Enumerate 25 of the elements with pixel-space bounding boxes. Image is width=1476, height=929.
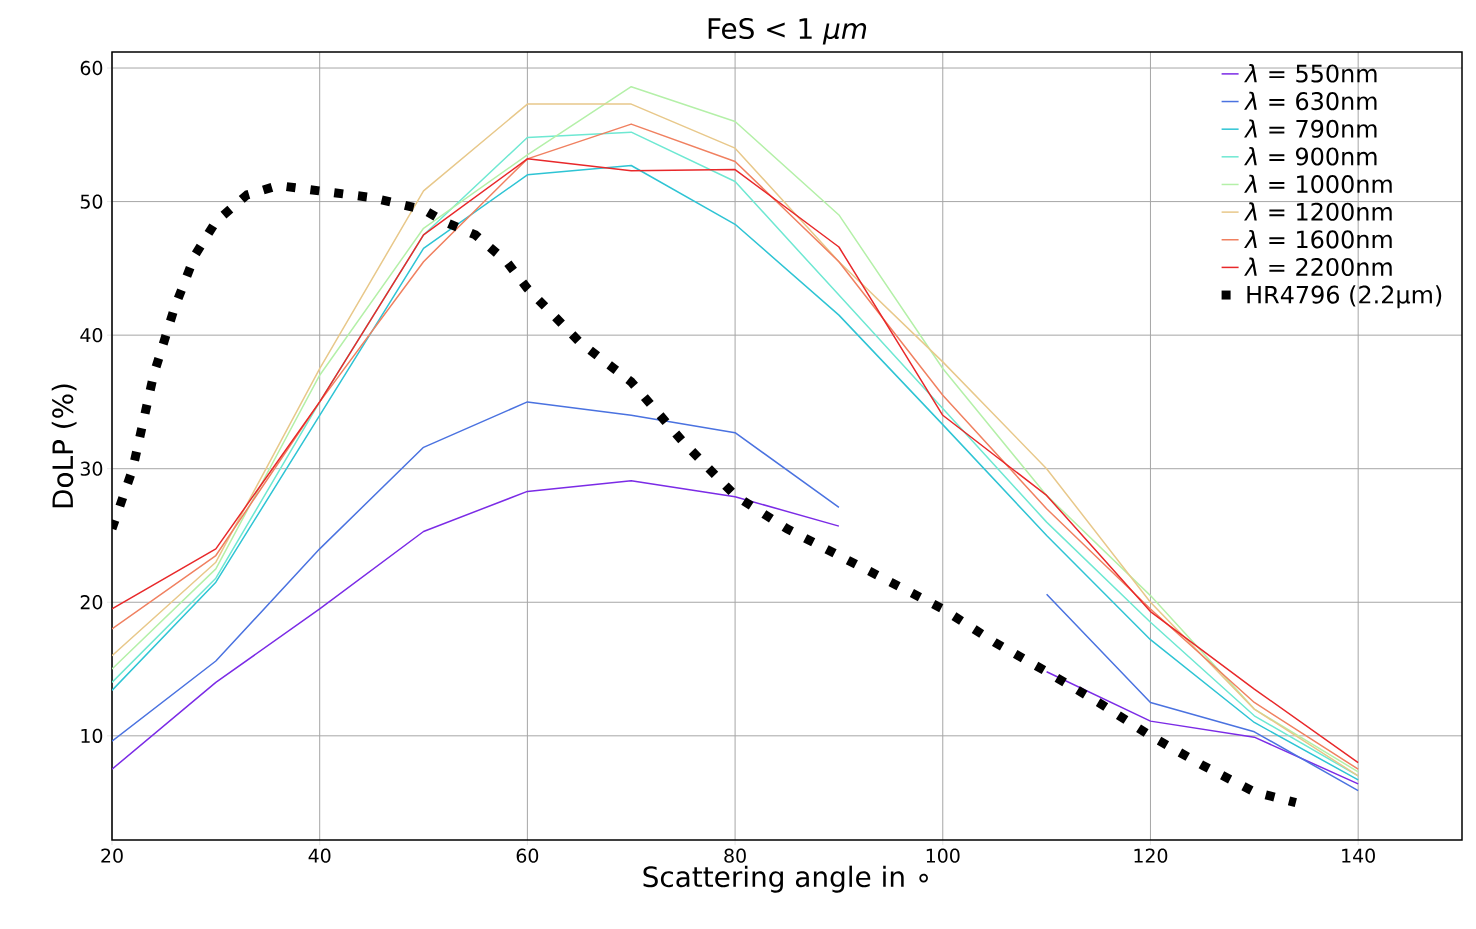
x-tick-label: 60: [516, 848, 539, 863]
legend-label: λ = 1200nm: [1244, 202, 1392, 221]
legend-label: λ = 900nm: [1244, 147, 1377, 166]
y-axis-title: DoLP (%): [51, 384, 77, 508]
legend-label: λ = 790nm: [1244, 119, 1377, 138]
y-tick-label: 50: [80, 194, 103, 209]
legend-label: λ = 1600nm: [1244, 229, 1392, 249]
y-tick-label: 60: [80, 60, 103, 76]
x-tick-label: 20: [101, 848, 123, 863]
x-tick-label: 40: [308, 848, 331, 863]
x-axis-title: Scattering angle in ∘: [643, 865, 928, 893]
x-tick-label: 120: [1134, 848, 1168, 863]
legend-label: HR4796 (2.2μm): [1247, 285, 1442, 309]
legend-label: λ = 630nm: [1244, 91, 1377, 111]
x-tick-label: 140: [1342, 848, 1375, 863]
chart-title: FeS < 1 μm: [708, 17, 867, 45]
y-tick-label: 40: [80, 327, 103, 343]
y-tick-label: 10: [81, 728, 103, 743]
legend-label: λ = 1000nm: [1244, 174, 1392, 194]
x-tick-label: 80: [724, 848, 746, 863]
y-tick-label: 20: [80, 595, 103, 610]
legend-label: λ = 550nm: [1244, 64, 1377, 83]
y-tick-label: 30: [80, 461, 103, 476]
legend-label: λ = 2200nm: [1244, 257, 1392, 277]
x-tick-label: 100: [926, 848, 960, 863]
